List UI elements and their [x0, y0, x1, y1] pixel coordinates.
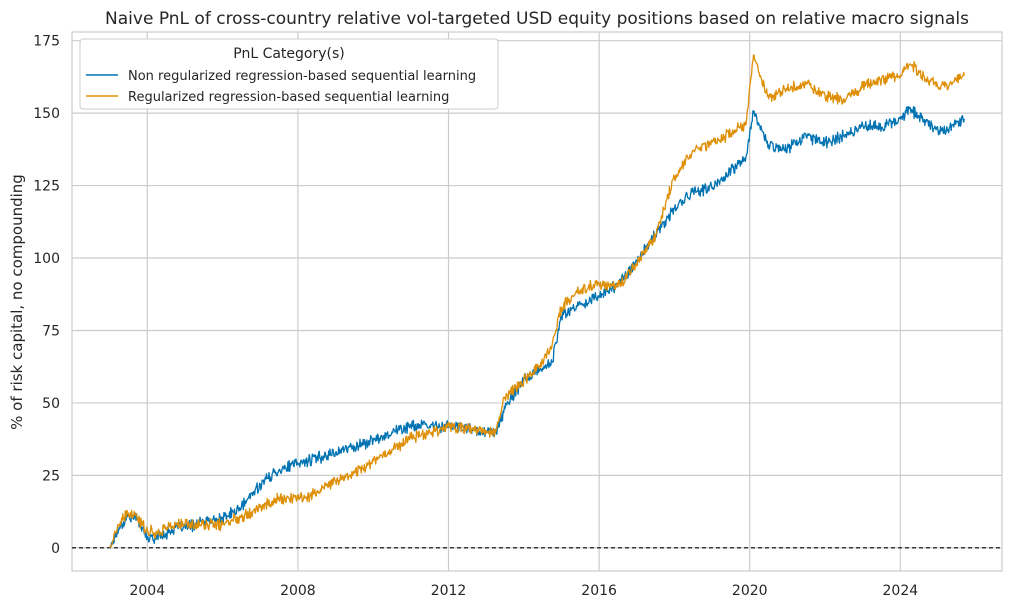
legend-label-non-regularized: Non regularized regression-based sequent…	[128, 69, 476, 84]
series-lines	[109, 54, 965, 549]
y-tick-label: 175	[33, 34, 60, 50]
legend-box	[79, 38, 499, 110]
legend: PnL Category(s) Non regularized regressi…	[79, 38, 499, 110]
y-tick-label: 75	[42, 323, 60, 339]
y-tick-label: 0	[51, 541, 60, 557]
legend-title: PnL Category(s)	[233, 46, 345, 62]
x-tick-label: 2008	[280, 583, 316, 599]
x-tick-label: 2004	[129, 583, 165, 599]
x-tick-label: 2012	[431, 583, 467, 599]
y-tick-label: 50	[42, 396, 60, 412]
x-tick-label: 2020	[732, 583, 768, 599]
legend-label-regularized: Regularized regression-based sequential …	[128, 90, 449, 105]
y-tick-label: 100	[33, 251, 60, 267]
y-tick-label: 25	[42, 468, 60, 484]
chart-title: Naive PnL of cross-country relative vol-…	[105, 9, 969, 29]
x-tick-label: 2024	[883, 583, 919, 599]
y-axis-label: % of risk capital, no compounding	[8, 174, 26, 430]
x-tick-label: 2016	[581, 583, 617, 599]
plot-area	[71, 31, 1003, 572]
y-tick-label: 150	[33, 106, 60, 122]
y-tick-label: 125	[33, 179, 60, 195]
series-line-regularized	[109, 54, 965, 549]
tick-labels: 0 25 50 75 100 125 150 175 2004 2008 2012 2016 2020 2…	[33, 34, 918, 599]
series-line-non-regularized	[109, 105, 965, 549]
